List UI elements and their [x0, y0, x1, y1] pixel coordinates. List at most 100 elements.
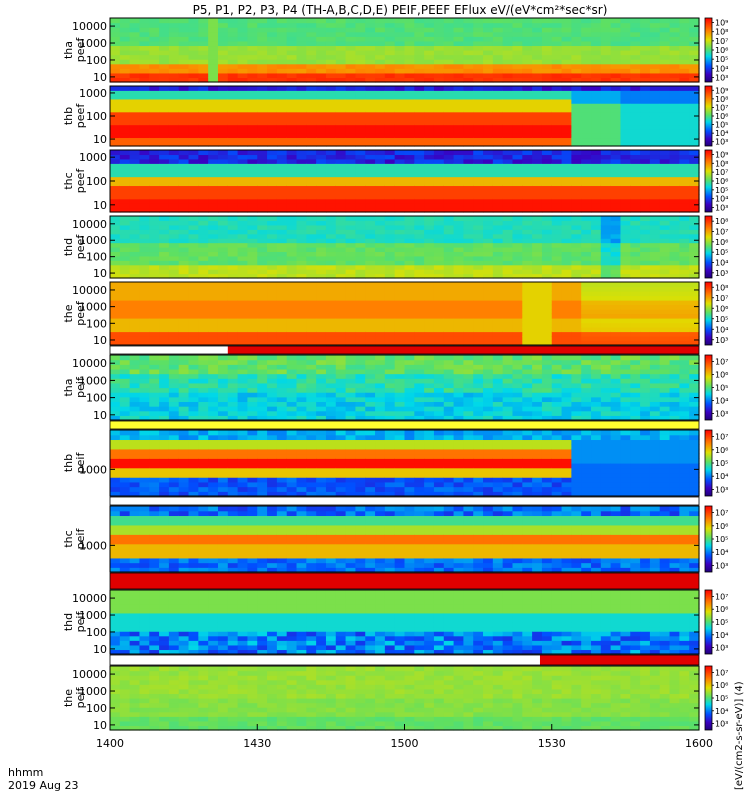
heatmap-cell	[620, 94, 631, 100]
heatmap-cell	[443, 167, 455, 173]
heatmap-cell	[689, 63, 700, 69]
heatmap-cell	[404, 137, 415, 143]
heatmap-cell	[394, 31, 406, 37]
heatmap-cell	[335, 72, 347, 79]
heatmap-cell	[649, 72, 661, 79]
heatmap-cell	[208, 189, 219, 195]
heatmap-cell	[257, 31, 268, 37]
heatmap-cell	[237, 216, 249, 222]
heatmap-cell	[620, 327, 631, 333]
heatmap-cell	[159, 116, 170, 121]
heatmap-cell	[689, 198, 700, 204]
heatmap-cell	[394, 269, 406, 275]
heatmap-cell	[492, 229, 504, 235]
heatmap-cell	[679, 45, 690, 51]
heatmap-cell	[316, 116, 327, 121]
heatmap-cell	[178, 318, 190, 324]
heatmap-cell	[630, 273, 641, 279]
heatmap-cell	[375, 90, 386, 96]
heatmap-cell	[522, 167, 533, 173]
heatmap-cell	[276, 40, 288, 47]
heatmap-cell	[591, 22, 602, 28]
heatmap-cell	[522, 410, 533, 416]
heatmap-cell	[355, 181, 366, 187]
heatmap-cell	[198, 68, 209, 74]
heatmap-cell	[551, 327, 563, 333]
heatmap-cell	[267, 368, 278, 375]
heatmap-cell	[149, 158, 160, 164]
heatmap-cell	[306, 322, 317, 328]
heatmap-cell	[591, 309, 602, 315]
heatmap-cell	[276, 260, 288, 266]
heatmap-cell	[198, 163, 209, 169]
heatmap-cell	[316, 18, 327, 24]
heatmap-cell	[483, 382, 494, 389]
heatmap-cell	[316, 103, 327, 109]
heatmap-cell	[669, 137, 680, 143]
colorbar-tick-label: 10⁸	[715, 95, 728, 104]
heatmap-cell	[365, 72, 376, 79]
heatmap-cell	[384, 128, 396, 134]
heatmap-cell	[551, 198, 563, 204]
heatmap-cell	[237, 59, 249, 65]
heatmap-cell	[640, 154, 651, 160]
heatmap-cell	[188, 31, 199, 37]
heatmap-cell	[561, 233, 572, 239]
heatmap-cell	[168, 355, 180, 361]
heatmap-cell	[316, 31, 327, 37]
heatmap-cell	[227, 269, 239, 275]
heatmap-cell	[620, 36, 631, 42]
heatmap-cell	[208, 340, 219, 346]
heatmap-cell	[129, 368, 141, 375]
heatmap-cell	[532, 229, 543, 235]
heatmap-cell	[443, 216, 455, 222]
heatmap-cell	[139, 318, 150, 324]
heatmap-cell	[669, 167, 680, 173]
heatmap-cell	[208, 291, 219, 297]
heatmap-cell	[473, 238, 484, 244]
heatmap-cell	[384, 331, 396, 337]
heatmap-cell	[443, 207, 455, 213]
heatmap-cell	[433, 238, 445, 244]
heatmap-cell	[129, 359, 141, 365]
heatmap-cell	[188, 68, 199, 74]
heatmap-cell	[492, 189, 504, 195]
heatmap-cell	[404, 309, 415, 315]
heatmap-cell	[414, 313, 425, 319]
heatmap-cell	[208, 255, 219, 261]
heatmap-cell	[600, 50, 612, 56]
heatmap-cell	[512, 373, 523, 379]
heatmap-cell	[679, 300, 690, 306]
heatmap-cell	[483, 392, 494, 398]
heatmap-cell	[139, 18, 150, 24]
heatmap-cell	[384, 185, 396, 191]
heatmap-cell	[325, 22, 337, 28]
heatmap-cell	[306, 340, 317, 346]
heatmap-cell	[600, 194, 612, 200]
heatmap-cell	[424, 359, 435, 365]
heatmap-cell	[532, 181, 543, 187]
heatmap-cell	[541, 318, 553, 324]
heatmap-cell	[600, 216, 612, 222]
heatmap-cell	[149, 300, 160, 306]
heatmap-cell	[689, 291, 700, 297]
heatmap-cell	[247, 107, 258, 113]
heatmap-cell	[316, 189, 327, 195]
heatmap-cell	[433, 203, 445, 209]
heatmap-cell	[649, 309, 661, 315]
heatmap-cell	[659, 128, 671, 134]
heatmap-cell	[316, 396, 327, 403]
heatmap-cell	[306, 63, 317, 69]
heatmap-cell	[159, 111, 170, 117]
heatmap-cell	[119, 107, 131, 113]
heatmap-cell	[267, 291, 278, 297]
heatmap-cell	[512, 224, 523, 230]
heatmap-cell	[463, 264, 474, 270]
heatmap-cell	[110, 273, 121, 279]
heatmap-cell	[541, 238, 553, 244]
heatmap-cell	[600, 133, 612, 139]
heatmap-cell	[404, 203, 415, 209]
heatmap-cell	[227, 327, 239, 333]
heatmap-cell	[276, 176, 288, 182]
